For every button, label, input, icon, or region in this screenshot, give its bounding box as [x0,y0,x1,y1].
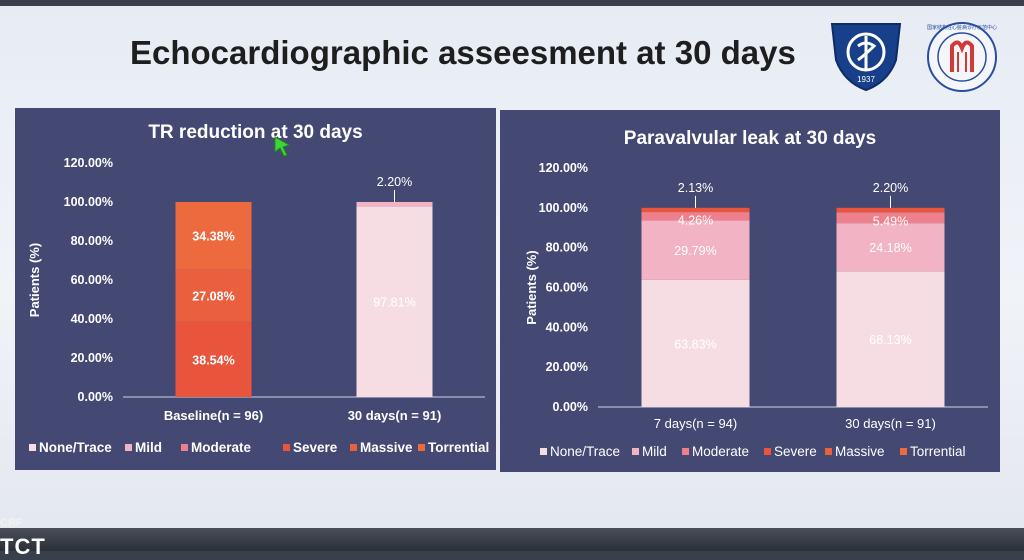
legend-swatch-torrential [900,448,907,455]
y-tick-label: 0.00% [553,400,588,414]
bar-moderate-2 [836,212,945,224]
legend-swatch-massive [350,444,357,451]
legend-label-massive: Massive [360,440,413,455]
legend-label-severe: Severe [774,444,817,459]
data-label: 24.18% [869,241,911,255]
legend-swatch-mild [125,444,132,451]
bar-mild-2 [356,201,433,207]
bar-moderate-1 [641,212,750,221]
y-axis-label: Patients (%) [524,250,539,324]
legend-label-mild: Mild [135,440,162,455]
legend-label-massive: Massive [835,444,885,459]
data-label: 68.13% [869,333,911,347]
chart-panel-right: Paravalvular leak at 30 days 0.00% 20.00% 4… [500,110,1000,472]
bar-torrential-1 [175,202,252,270]
y-tick-label: 120.00% [539,161,588,175]
hospital-shield-logo: 1937 [830,23,902,92]
y-axis-label: Patients (%) [27,243,42,317]
legend-swatch-none-trace [29,444,36,451]
data-label: 29.79% [674,244,716,258]
legend-swatch-massive [825,448,832,455]
legend-label-none-trace: None/Trace [550,444,620,459]
legend-swatch-moderate [682,448,689,455]
paravalvular-leak-chart: Paravalvular leak at 30 days 0.00% 20.00% 4… [524,128,988,459]
chart-title: Paravalvular leak at 30 days [624,128,876,149]
legend-label-torrential: Torrential [910,444,966,459]
legend-swatch-moderate [181,444,188,451]
y-tick-label: 40.00% [71,312,113,326]
data-label: 34.38% [192,230,234,244]
y-tick-label: 40.00% [546,320,588,334]
x-category-label: Baseline(n = 96) [164,408,263,423]
x-category-label: 30 days(n = 91) [845,416,936,431]
data-label: 63.83% [674,337,716,351]
y-tick-label: 100.00% [539,201,588,215]
data-label: 5.49% [873,215,908,229]
data-label: 2.20% [377,175,412,189]
bar-mild-2 [836,223,945,272]
slide-title: Echocardiographic asseesment at 30 days [130,34,796,71]
data-label: 2.13% [678,181,713,195]
legend-label-moderate: Moderate [191,440,252,455]
y-tick-label: 0.00% [78,390,113,404]
y-tick-label: 100.00% [64,195,113,209]
legend-label-severe: Severe [293,440,338,455]
footer-tct-logo: TCT [0,534,46,559]
x-category-label: 7 days(n = 94) [654,416,737,431]
mouse-cursor-icon [274,136,291,157]
round-logo-text: 国家结构性心脏病诊疗示范中心 [927,24,997,31]
y-tick-label: 60.00% [71,273,113,287]
legend-label-none-trace: None/Trace [39,440,112,455]
chart-panel-left: TR reduction at 30 days 0.00% 20.00% 40.00%… [15,108,496,470]
y-tick-label: 80.00% [71,234,113,248]
y-tick-label: 80.00% [546,241,588,255]
data-label: 27.08% [192,289,234,303]
legend-swatch-severe [764,448,771,455]
bar-none-trace-1 [641,279,750,407]
x-category-label: 30 days(n = 91) [348,408,442,423]
bar-none-trace-2 [356,206,433,397]
bar-severe-2 [836,207,945,213]
data-label: 4.26% [678,213,713,227]
bar-severe-1 [175,321,252,397]
bar-severe-1 [641,207,750,213]
bar-massive-1 [175,269,252,322]
legend-label-torrential: Torrential [428,440,489,455]
center-round-logo: 国家结构性心脏病诊疗示范中心 [927,22,997,92]
y-tick-label: 20.00% [71,351,113,365]
y-tick-label: 120.00% [64,156,113,170]
data-label: 97.81% [373,296,415,310]
footer-crf-logo: CRF [0,517,23,529]
y-tick-label: 60.00% [546,281,588,295]
data-label: 2.20% [873,181,908,195]
legend-label-mild: Mild [642,444,667,459]
legend-label-moderate: Moderate [692,444,749,459]
legend-swatch-severe [283,444,290,451]
footer-bar [0,528,1024,551]
data-label: 38.54% [192,353,234,367]
legend-swatch-none-trace [540,448,547,455]
bar-none-trace-2 [836,271,945,407]
legend-swatch-torrential [418,444,425,451]
tr-reduction-chart: TR reduction at 30 days 0.00% 20.00% 40.00%… [27,122,489,455]
bar-mild-1 [641,220,750,280]
logo-year-text: 1937 [857,75,875,84]
legend-swatch-mild [632,448,639,455]
chart-title: TR reduction at 30 days [148,122,362,143]
y-tick-label: 20.00% [546,360,588,374]
